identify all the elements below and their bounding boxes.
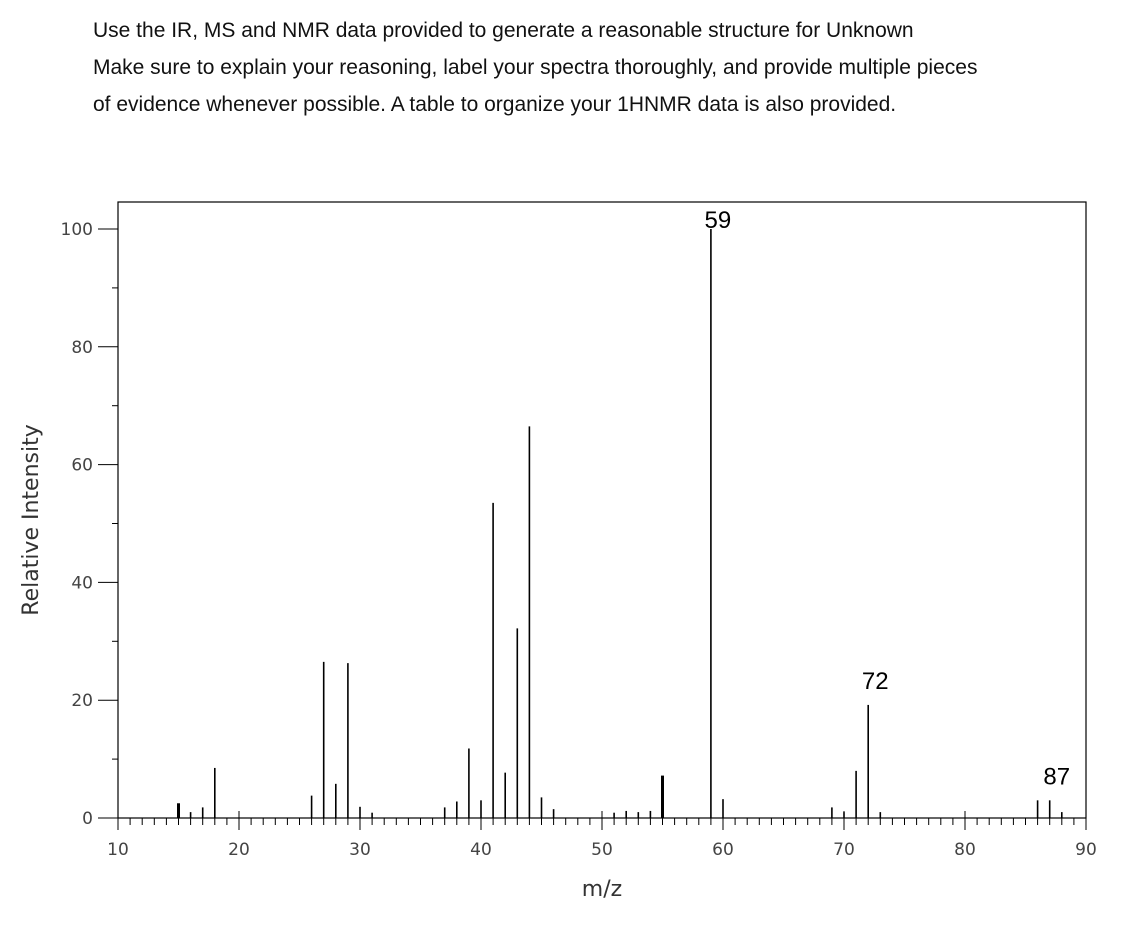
peak-label-72: 72 xyxy=(862,668,889,695)
y-tick-label: 0 xyxy=(82,809,93,829)
peak-annotations: 59 72 87 xyxy=(705,207,1071,790)
mass-spectrum-chart: 10 20 30 40 50 60 70 80 90 0 20 40 60 80 100 59 72 87 m… xyxy=(19,201,1097,902)
y-tick-label: 60 xyxy=(71,456,93,476)
x-tick-label: 80 xyxy=(954,840,976,860)
plot-frame xyxy=(117,201,1087,819)
y-tick-label: 100 xyxy=(61,220,93,240)
instructions-line-2: Make sure to explain your reasoning, lab… xyxy=(93,56,978,79)
x-tick-label: 50 xyxy=(591,840,613,860)
instructions-line-3: of evidence whenever possible. A table t… xyxy=(93,93,897,116)
x-tick-label: 70 xyxy=(833,840,855,860)
y-axis-ticks: 0 20 40 60 80 100 xyxy=(61,220,118,829)
x-tick-label: 40 xyxy=(470,840,492,860)
y-axis-title: Relative Intensity xyxy=(19,424,44,615)
x-axis-title: m/z xyxy=(582,877,622,902)
peak-label-59: 59 xyxy=(705,207,732,234)
x-tick-label: 10 xyxy=(107,840,129,860)
y-tick-label: 40 xyxy=(71,573,93,593)
x-tick-label: 20 xyxy=(228,840,250,860)
x-tick-label: 60 xyxy=(712,840,734,860)
instructions-text: Use the IR, MS and NMR data provided to … xyxy=(93,12,1133,123)
spectrum-peaks xyxy=(177,229,1063,818)
plot-border xyxy=(117,201,1087,819)
x-tick-label: 90 xyxy=(1075,840,1097,860)
y-tick-label: 20 xyxy=(71,691,93,711)
instructions-line-1: Use the IR, MS and NMR data provided to … xyxy=(93,19,914,42)
peak-label-87: 87 xyxy=(1043,763,1070,790)
x-tick-label: 30 xyxy=(349,840,371,860)
y-tick-label: 80 xyxy=(71,338,93,358)
x-axis-minor-ticks xyxy=(129,818,1075,825)
x-axis-ticks: 10 20 30 40 50 60 70 80 90 xyxy=(107,811,1097,860)
